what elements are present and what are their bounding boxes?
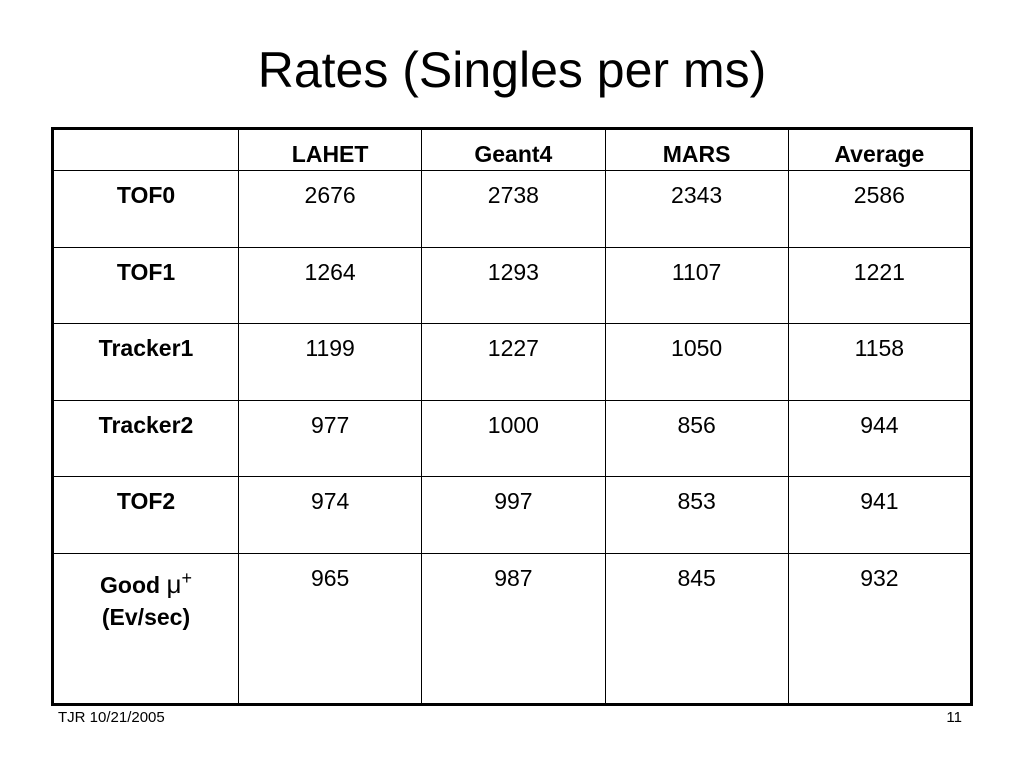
table-row: Good μ+ (Ev/sec) 965 987 845 932: [52, 552, 973, 706]
table-cell: 997: [421, 476, 606, 554]
column-header-average: Average: [787, 128, 973, 171]
table-cell: 1264: [237, 246, 423, 325]
footer-author-date: TJR 10/21/2005: [58, 709, 165, 726]
table-row: TOF2 974 997 853 941: [52, 476, 973, 554]
mu-letter: μ: [166, 568, 182, 599]
table-cell: 1227: [421, 323, 606, 401]
rates-table: LAHET Geant4 MARS Average TOF0 2676 2738…: [51, 127, 973, 706]
table-cell: 1158: [787, 323, 973, 401]
row-label-units: (Ev/sec): [101, 603, 191, 630]
mu-symbol: μ+: [166, 567, 192, 599]
table-cell: 977: [237, 399, 423, 478]
column-header-geant4: Geant4: [421, 128, 606, 171]
table-cell: 987: [421, 552, 606, 706]
table-cell: 944: [787, 399, 973, 478]
table-cell: 932: [787, 552, 973, 706]
table-row: Tracker2 977 1000 856 944: [52, 399, 973, 478]
column-header-lahet: LAHET: [237, 128, 423, 171]
slide-title: Rates (Singles per ms): [257, 42, 767, 98]
slide-number: 11: [946, 709, 962, 726]
table-cell: 1199: [237, 323, 423, 401]
table-cell: 2738: [421, 170, 606, 248]
table-cell: 853: [604, 476, 789, 554]
table-row: TOF0 2676 2738 2343 2586: [52, 170, 973, 248]
table-cell: 2586: [787, 170, 973, 248]
row-label-tracker1: Tracker1: [52, 323, 239, 401]
mu-charge: +: [181, 567, 192, 588]
row-label-good-mu: Good μ+ (Ev/sec): [52, 552, 239, 706]
table-cell: 1050: [604, 323, 789, 401]
table-row: TOF1 1264 1293 1107 1221: [52, 246, 973, 325]
row-label-tof0: TOF0: [52, 170, 239, 248]
table-corner-cell: [52, 128, 239, 171]
table-cell: 1221: [787, 246, 973, 325]
row-label-good-text: Good: [100, 571, 161, 598]
table-cell: 1000: [421, 399, 606, 478]
table-cell: 965: [237, 552, 423, 706]
table-cell: 2676: [237, 170, 423, 248]
table-cell: 2343: [604, 170, 789, 248]
table-cell: 845: [604, 552, 789, 706]
row-label-tof2: TOF2: [52, 476, 239, 554]
table-cell: 1107: [604, 246, 789, 325]
table-cell: 1293: [421, 246, 606, 325]
row-label-tracker2: Tracker2: [52, 399, 239, 478]
row-label-tof1: TOF1: [52, 246, 239, 325]
table-cell: 856: [604, 399, 789, 478]
table-header-row: LAHET Geant4 MARS Average: [52, 128, 973, 171]
table-cell: 974: [237, 476, 423, 554]
column-header-mars: MARS: [604, 128, 789, 171]
table-row: Tracker1 1199 1227 1050 1158: [52, 323, 973, 401]
table-cell: 941: [787, 476, 973, 554]
